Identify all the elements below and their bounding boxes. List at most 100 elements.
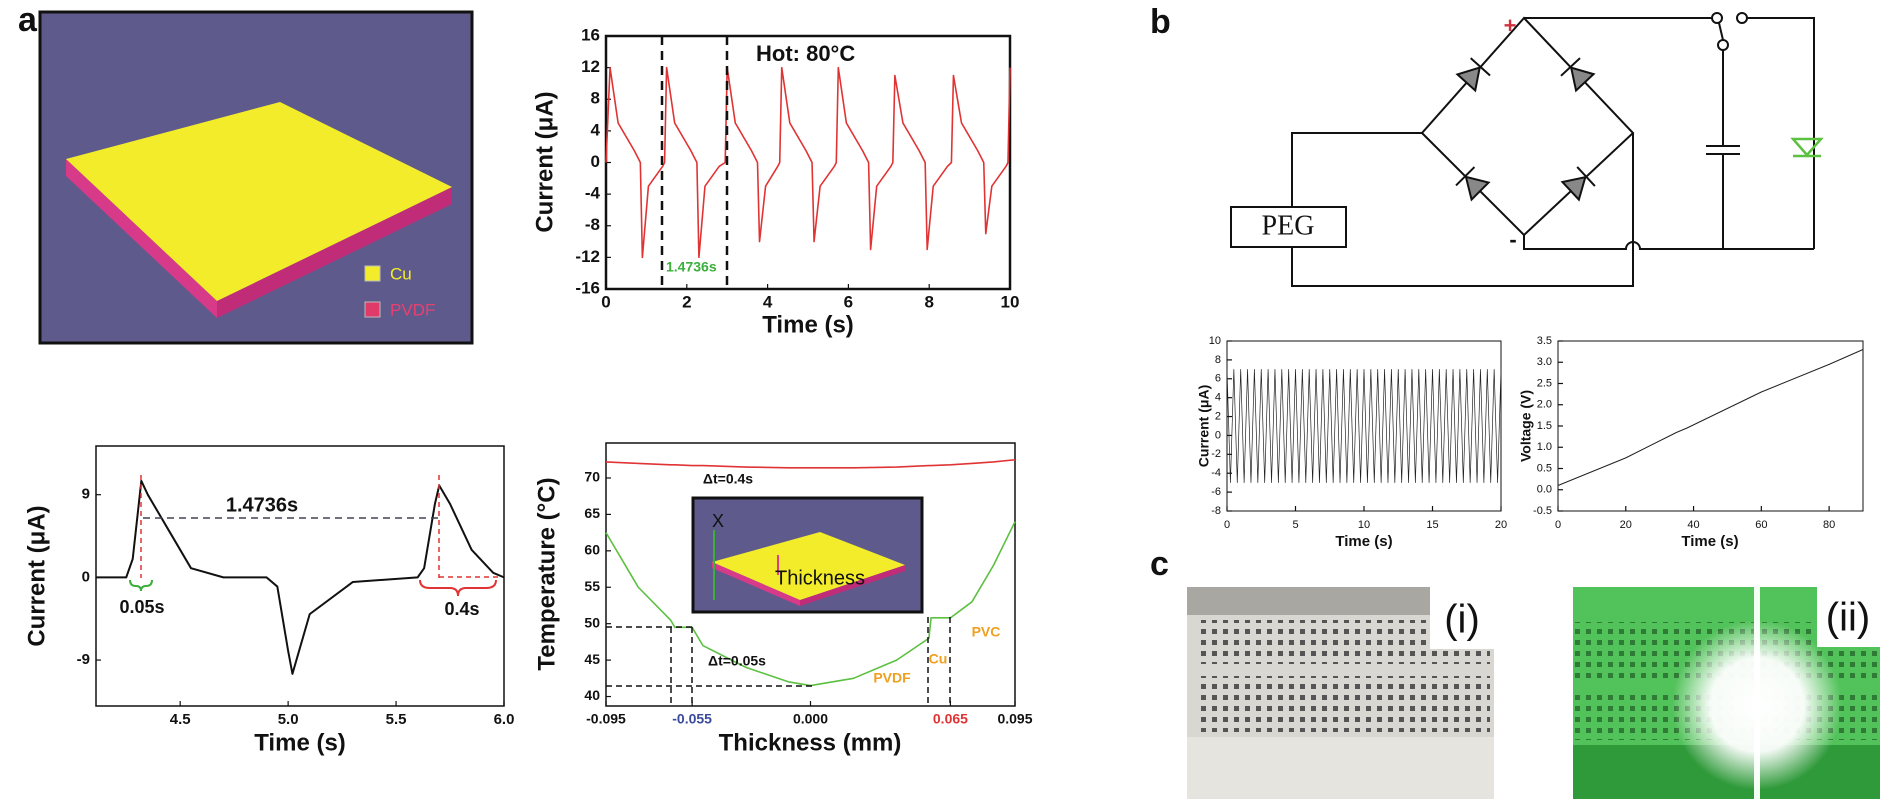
x-tick-label: 0	[1555, 519, 1561, 531]
y-tick-label: 2	[1215, 410, 1221, 422]
y-tick-label: -2	[1211, 448, 1221, 460]
y-tick-label: 45	[584, 651, 600, 667]
data-line	[96, 479, 505, 675]
circuit-label: +	[1504, 13, 1517, 38]
x-tick-label: 20	[1495, 519, 1507, 531]
y-axis-label: Current (μA)	[1196, 385, 1212, 467]
x-tick-label: 8	[924, 292, 933, 311]
x-tick-label: -0.095	[586, 711, 626, 727]
x-tick-label: 15	[1426, 519, 1438, 531]
x-tick-label: 4.5	[170, 711, 191, 728]
y-tick-label: 12	[581, 57, 600, 76]
x-tick-label: 5	[1292, 519, 1298, 531]
y-axis-label: Voltage (V)	[1518, 390, 1534, 462]
y-tick-label: 3.5	[1537, 335, 1552, 347]
x-axis-label: Time (s)	[1335, 533, 1392, 550]
y-tick-label: -12	[575, 247, 600, 266]
y-tick-label: 4	[1215, 392, 1221, 404]
panel-label: b	[1150, 3, 1171, 41]
photo-label: (i)	[1444, 598, 1480, 642]
panel-label: a	[18, 1, 38, 39]
circuit-diagram: PEG + -	[1230, 12, 1824, 287]
plot-frame	[95, 445, 505, 707]
annotation: PVC	[972, 624, 1001, 640]
x-tick-label: 6.0	[494, 711, 515, 728]
annotation: 0.05s	[119, 597, 164, 617]
y-tick-label: 10	[1209, 335, 1221, 347]
x-tick-label: 0	[601, 292, 610, 311]
y-tick-label: 55	[584, 578, 600, 594]
x-tick-label: -0.055	[672, 711, 712, 727]
x-tick-label: 2	[682, 292, 691, 311]
x-tick-label: 20	[1620, 519, 1632, 531]
y-tick-label: 1.5	[1537, 420, 1552, 432]
inset: X Thickness	[691, 496, 924, 614]
y-tick-label: 0	[1215, 429, 1221, 441]
y-tick-label: -8	[1211, 505, 1221, 517]
x-tick-label: 40	[1687, 519, 1699, 531]
guide-lines	[606, 617, 951, 706]
y-tick-label: 0.5	[1537, 462, 1552, 474]
x-tick-label: 4	[763, 292, 773, 311]
y-tick-label: -6	[1211, 486, 1221, 498]
y-tick-label: 6	[1215, 373, 1221, 385]
y-tick-label: 1.0	[1537, 441, 1552, 453]
y-tick-label: 16	[581, 25, 600, 44]
data-line	[1226, 368, 1502, 484]
annotation: 0.4s	[444, 599, 479, 619]
y-tick-label: 3.0	[1537, 356, 1552, 368]
annotation: Δt=0.05s	[708, 653, 766, 669]
x-tick-label: 80	[1823, 519, 1835, 531]
plot-frame	[1557, 340, 1864, 512]
x-tick-label: 5.5	[386, 711, 407, 728]
data-line	[1557, 349, 1864, 486]
annotation: Thickness	[775, 567, 865, 589]
device-illustration: Cu PVDF	[38, 10, 474, 345]
annotation: X	[712, 511, 724, 531]
photo: (ii)	[1573, 587, 1880, 799]
annotation: 1.4736s	[226, 494, 298, 516]
data-line	[605, 66, 1011, 259]
y-tick-label: 2.0	[1537, 399, 1552, 411]
plot-frame	[1226, 340, 1502, 512]
y-tick-label: -16	[575, 278, 600, 297]
y-tick-label: 0	[82, 568, 90, 585]
y-tick-label: 50	[584, 614, 600, 630]
y-tick-label: 0.0	[1537, 484, 1552, 496]
x-tick-label: 0	[1224, 519, 1230, 531]
annotation: PVDF	[873, 670, 911, 686]
x-tick-label: 60	[1755, 519, 1767, 531]
y-tick-label: 0	[591, 152, 600, 171]
x-tick-label: 10	[1001, 292, 1020, 311]
annotation: Hot: 80°C	[756, 41, 855, 66]
y-tick-label: 4	[591, 120, 601, 139]
y-tick-label: -4	[1211, 467, 1221, 479]
legend-text: Cu	[390, 264, 412, 283]
annotation: Δt=0.4s	[703, 471, 753, 487]
y-axis-label: Current (μA)	[531, 91, 558, 232]
x-tick-label: 0.000	[793, 711, 828, 727]
y-tick-label: 2.5	[1537, 377, 1552, 389]
panel-label: c	[1150, 545, 1169, 583]
y-tick-label: 70	[584, 469, 600, 485]
bracket	[129, 579, 153, 592]
y-tick-label: 9	[82, 486, 90, 503]
y-tick-label: -8	[585, 215, 600, 234]
x-axis-label: Time (s)	[762, 311, 854, 338]
y-tick-label: -9	[77, 651, 90, 668]
annotation: Cu	[929, 651, 948, 667]
x-axis-label: Thickness (mm)	[719, 729, 902, 756]
y-tick-label: -0.5	[1533, 505, 1552, 517]
annotation: 1.4736s	[666, 259, 717, 275]
y-axis-label: Current (μA)	[23, 505, 50, 646]
x-tick-label: 6	[844, 292, 853, 311]
y-tick-label: 8	[591, 89, 600, 108]
circuit-label: PEG	[1262, 210, 1315, 241]
x-axis-label: Time (s)	[254, 729, 346, 756]
y-tick-label: 65	[584, 505, 600, 521]
x-tick-label: 0.095	[997, 711, 1032, 727]
x-tick-label: 0.065	[933, 711, 968, 727]
legend-text: PVDF	[390, 300, 435, 319]
data-line	[605, 458, 1016, 469]
